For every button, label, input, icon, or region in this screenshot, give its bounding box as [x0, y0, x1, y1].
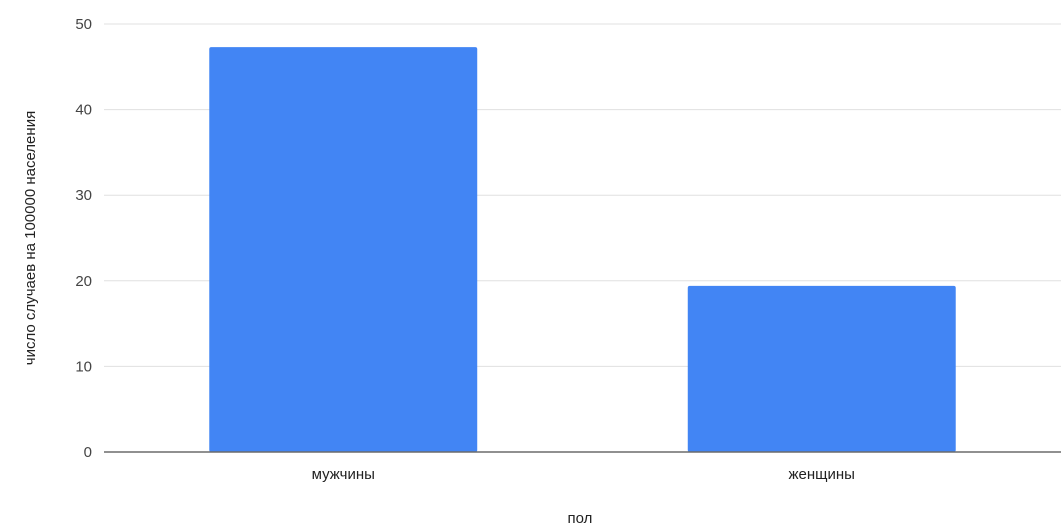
- bars: [209, 47, 956, 452]
- y-tick-label: 50: [75, 16, 92, 33]
- y-tick-label: 0: [84, 444, 92, 461]
- y-tick-label: 30: [75, 187, 92, 204]
- y-tick-label: 10: [75, 358, 92, 375]
- y-axis-ticks: 0 10 20 30 40 50: [75, 16, 92, 461]
- x-category-label: мужчины: [312, 466, 375, 483]
- x-axis-title: пол: [568, 510, 593, 527]
- x-category-label: женщины: [789, 466, 855, 483]
- y-axis-title: число случаев на 100000 населения: [22, 111, 39, 365]
- bar-1: [687, 285, 956, 452]
- bar-0: [209, 47, 478, 452]
- y-tick-label: 40: [75, 102, 92, 119]
- y-tick-label: 20: [75, 273, 92, 290]
- x-axis-categories: мужчины женщины: [312, 466, 855, 483]
